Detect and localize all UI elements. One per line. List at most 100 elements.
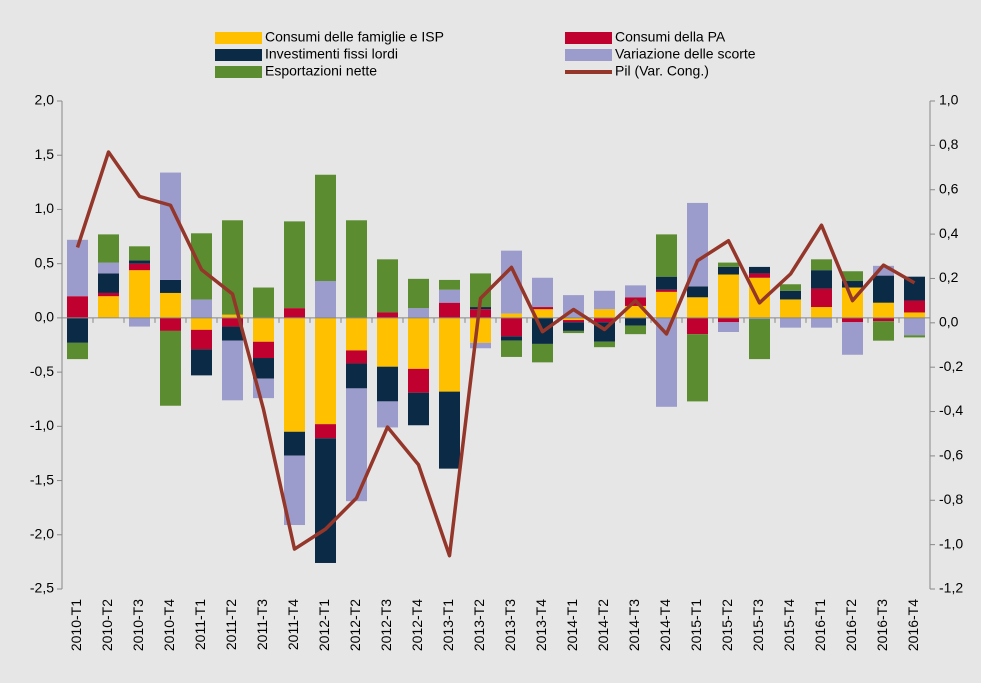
- y2-tick-label: 0,8: [939, 136, 959, 152]
- bar: [377, 401, 398, 428]
- bar: [501, 340, 522, 357]
- x-tick-label: 2010-T4: [161, 599, 177, 651]
- bar: [563, 322, 584, 331]
- y2-tick-label: 0,6: [939, 180, 959, 196]
- legend-label: Consumi della PA: [615, 29, 726, 45]
- bar: [98, 292, 119, 297]
- bar: [811, 259, 832, 271]
- bar: [408, 368, 429, 393]
- bar: [749, 317, 770, 319]
- bar: [842, 322, 863, 355]
- legend-swatch: [565, 32, 612, 44]
- bar: [749, 318, 770, 360]
- x-tick-label: 2015-T3: [750, 599, 766, 651]
- y2-tick-label: 0,4: [939, 225, 959, 241]
- bar: [873, 321, 894, 341]
- bar: [98, 262, 119, 274]
- legend-label: Investimenti fissi lordi: [265, 46, 398, 62]
- bar: [780, 299, 801, 318]
- bar: [346, 220, 367, 318]
- bar: [222, 314, 243, 318]
- x-tick-label: 2013-T3: [502, 599, 518, 651]
- x-tick-label: 2011-T1: [192, 599, 208, 650]
- x-tick-label: 2011-T4: [285, 599, 301, 650]
- bar: [718, 274, 739, 318]
- x-tick-label: 2012-T2: [347, 599, 363, 651]
- bar: [501, 250, 522, 314]
- bar: [470, 273, 491, 308]
- bar: [594, 317, 615, 323]
- x-tick-label: 2014-T1: [564, 599, 580, 651]
- y2-tick-label: 0,2: [939, 269, 959, 285]
- x-tick-label: 2013-T1: [440, 599, 456, 651]
- bar: [439, 317, 460, 392]
- bar: [811, 288, 832, 308]
- bar: [594, 309, 615, 318]
- bar: [253, 341, 274, 359]
- y-tick-label: 1,5: [35, 146, 55, 162]
- bar: [656, 291, 677, 318]
- bar: [780, 284, 801, 291]
- bar: [377, 317, 398, 367]
- bar: [222, 326, 243, 341]
- bar: [563, 317, 584, 321]
- bar: [780, 290, 801, 300]
- x-tick-label: 2011-T2: [223, 599, 239, 650]
- bar: [873, 317, 894, 322]
- bar: [501, 336, 522, 341]
- bar: [904, 312, 925, 318]
- bar: [253, 358, 274, 379]
- bar: [656, 234, 677, 277]
- bar: [749, 273, 770, 278]
- x-tick-label: 2016-T3: [874, 599, 890, 651]
- bar: [532, 309, 553, 318]
- bar: [532, 343, 553, 363]
- bar: [98, 234, 119, 263]
- bar: [687, 334, 708, 402]
- bar: [718, 262, 739, 267]
- bar: [408, 317, 429, 369]
- bar: [408, 308, 429, 318]
- bar: [67, 342, 88, 360]
- bar: [377, 366, 398, 402]
- y2-tick-label: -0,8: [939, 491, 963, 507]
- bar: [284, 308, 305, 318]
- bar: [625, 317, 646, 326]
- bar: [129, 270, 150, 318]
- bar: [594, 341, 615, 348]
- bar: [687, 286, 708, 298]
- bar: [656, 289, 677, 292]
- bar: [191, 317, 212, 330]
- bar: [873, 265, 894, 276]
- bar: [687, 297, 708, 318]
- y-tick-label: 0,0: [35, 309, 55, 325]
- x-tick-label: 2010-T2: [99, 599, 115, 651]
- bar: [718, 266, 739, 275]
- bar: [749, 266, 770, 274]
- bar: [191, 349, 212, 376]
- bar: [284, 221, 305, 309]
- y2-tick-label: -0,6: [939, 447, 963, 463]
- bar: [222, 340, 243, 401]
- legend-label: Pil (Var. Cong.): [615, 63, 709, 79]
- bar: [284, 317, 305, 432]
- x-tick-label: 2016-T2: [843, 599, 859, 651]
- y2-tick-label: -0,2: [939, 358, 963, 374]
- bar: [98, 296, 119, 318]
- bar: [315, 174, 336, 282]
- bar: [253, 287, 274, 318]
- bar: [687, 317, 708, 335]
- bar: [532, 307, 553, 310]
- bar: [346, 317, 367, 351]
- bar: [160, 292, 181, 318]
- bar: [780, 317, 801, 328]
- bar: [904, 276, 925, 301]
- legend-label: Consumi delle famiglie e ISP: [265, 29, 444, 45]
- bar: [470, 309, 491, 318]
- bar: [594, 290, 615, 310]
- legend-label: Variazione delle scorte: [615, 46, 756, 62]
- bar: [904, 317, 925, 336]
- y-tick-label: -1,5: [30, 471, 54, 487]
- y2-tick-label: -0,4: [939, 402, 963, 418]
- x-tick-label: 2013-T4: [533, 599, 549, 651]
